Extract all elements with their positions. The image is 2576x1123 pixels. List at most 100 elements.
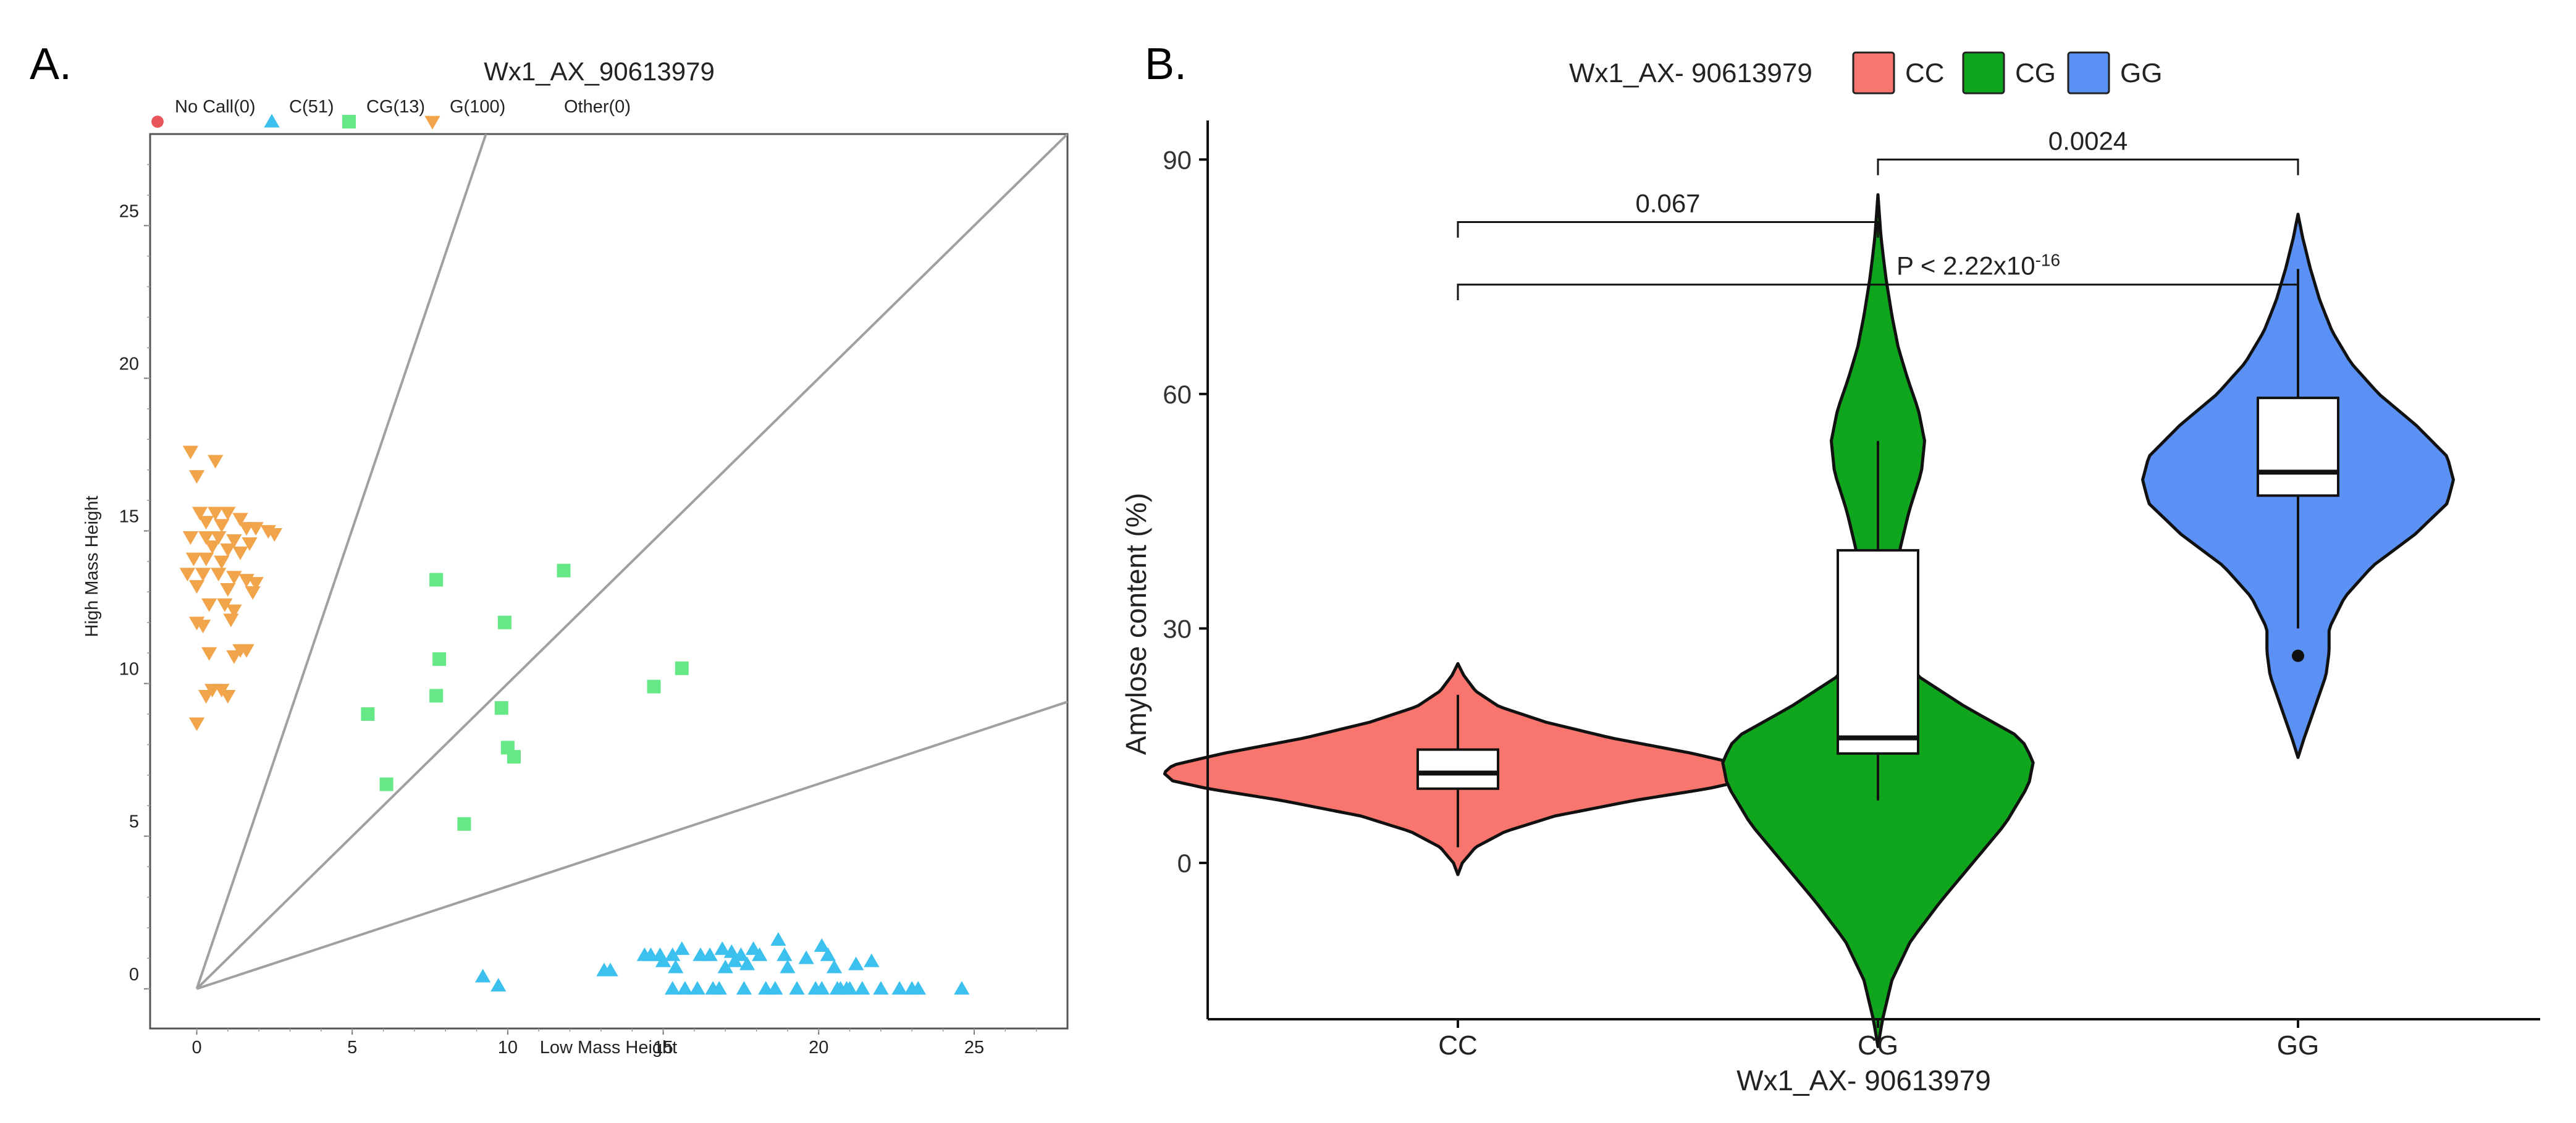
point-c xyxy=(780,959,796,974)
x-tick-label-gg: GG xyxy=(2277,1030,2319,1061)
point-cg xyxy=(497,615,511,629)
y-tick-label: 0 xyxy=(129,965,139,985)
point-g xyxy=(211,568,227,582)
bracket-cg-gg xyxy=(1877,158,2299,175)
panel-b-x-axis-label: Wx1_AX- 90613979 xyxy=(1736,1064,1991,1096)
point-g xyxy=(245,586,261,600)
legend-label: G(100) xyxy=(450,97,505,117)
outlier-gg xyxy=(2292,649,2304,662)
panel-a-ticks: 0 5 10 15 20 25 0 5 10 15 20 25 xyxy=(119,164,1037,1058)
point-c xyxy=(714,941,730,955)
panel-a-legend: No Call(0) C(51) CG(13) G(100) Other(0) xyxy=(151,97,631,130)
point-g xyxy=(232,513,248,527)
point-c xyxy=(674,941,690,955)
point-c xyxy=(665,947,681,961)
point-g xyxy=(198,531,214,545)
legend-label: C(51) xyxy=(289,97,334,117)
point-g xyxy=(195,620,211,634)
y-tick-label: 60 xyxy=(1163,380,1192,409)
panel-a-scatter-plot: A. Wx1_AX_90613979 No Call(0) C(51) CG(13)… xyxy=(30,40,1069,1058)
x-tick-label: 5 xyxy=(347,1038,357,1058)
cluster-boundary-line xyxy=(196,134,1067,990)
point-g xyxy=(248,577,264,591)
point-g xyxy=(188,717,205,731)
legend-label-cc: CC xyxy=(1905,58,1945,88)
point-g xyxy=(226,534,242,548)
point-g xyxy=(211,531,227,545)
point-cg xyxy=(675,661,689,675)
point-g xyxy=(179,568,196,582)
x-tick-label: 0 xyxy=(192,1038,201,1058)
point-g xyxy=(220,689,236,704)
panel-a-points xyxy=(179,445,970,995)
y-tick-label: 90 xyxy=(1163,145,1192,174)
point-g xyxy=(198,552,214,566)
x-tick-label-cg: CG xyxy=(1858,1030,1898,1061)
point-cg xyxy=(429,573,444,587)
x-tick-label: 10 xyxy=(498,1038,518,1058)
point-c xyxy=(848,956,864,970)
point-c xyxy=(814,981,830,995)
point-c xyxy=(864,953,880,967)
cluster-boundary-line xyxy=(195,134,487,990)
panel-b-significance-brackets: 0.067 0.0024 P < 2.22x10-16 xyxy=(1457,126,2299,300)
legend-key-cc xyxy=(1852,51,1895,95)
y-tick-label: 15 xyxy=(119,507,139,526)
legend-label-gg: GG xyxy=(2120,58,2162,88)
legend-title: Wx1_AX- 90613979 xyxy=(1569,58,1812,88)
x-tick-label: 20 xyxy=(809,1038,828,1058)
point-cg xyxy=(494,701,508,715)
point-c xyxy=(705,981,721,995)
legend-marker-nocall0 xyxy=(151,116,164,128)
point-cg xyxy=(379,777,394,791)
point-g xyxy=(198,689,214,704)
legend-marker-g100 xyxy=(424,116,440,130)
panel-a-cluster-lines xyxy=(195,134,1067,990)
panel-a-x-axis-label: Low Mass Height xyxy=(540,1038,677,1058)
legend-label: Other(0) xyxy=(564,97,631,117)
point-g xyxy=(185,552,202,566)
point-g xyxy=(226,650,242,664)
point-g xyxy=(192,507,208,521)
point-c xyxy=(689,981,705,995)
panel-a-title: Wx1_AX_90613979 xyxy=(484,57,715,86)
legend-key-cg xyxy=(1962,51,2005,95)
point-c xyxy=(736,981,752,995)
panel-b-violin-plot: B. Wx1_AX- 90613979 CC CG GG 0.067 0.0024 P <… xyxy=(1120,40,2540,1096)
panel-b-legend: Wx1_AX- 90613979 CC CG GG xyxy=(1569,51,2162,95)
point-c xyxy=(751,947,768,961)
bracket-cc-cg xyxy=(1457,221,1879,238)
y-tick-label: 0 xyxy=(1177,849,1192,878)
point-c xyxy=(767,981,783,995)
point-g xyxy=(238,644,255,658)
point-c xyxy=(777,947,793,961)
panel-b-label: B. xyxy=(1145,40,1187,89)
point-g xyxy=(226,571,242,585)
point-cg xyxy=(429,689,444,703)
point-c xyxy=(954,981,970,995)
y-tick-label: 20 xyxy=(119,354,139,374)
p-value-exponent: -16 xyxy=(2035,251,2060,270)
point-c xyxy=(474,969,491,983)
legend-label: CG(13) xyxy=(366,97,425,117)
point-g xyxy=(232,546,248,560)
p-value-label: 0.067 xyxy=(1635,188,1700,217)
y-tick-label: 30 xyxy=(1163,614,1192,643)
point-c xyxy=(665,981,681,995)
box-gg xyxy=(2257,397,2339,497)
point-cg xyxy=(507,750,521,764)
point-g xyxy=(182,531,199,545)
cluster-boundary-line xyxy=(196,700,1067,990)
point-g xyxy=(223,613,239,628)
point-c xyxy=(602,962,618,977)
point-g xyxy=(214,519,230,533)
point-g xyxy=(182,445,199,460)
point-c xyxy=(770,932,786,946)
panel-a-plot-area xyxy=(149,133,1069,1030)
legend-marker-c51 xyxy=(264,114,280,128)
point-c xyxy=(723,944,739,958)
point-c xyxy=(677,981,693,995)
panel-b-axes: 0 30 60 90 CC CG GG xyxy=(1163,120,2540,1061)
point-c xyxy=(789,981,805,995)
